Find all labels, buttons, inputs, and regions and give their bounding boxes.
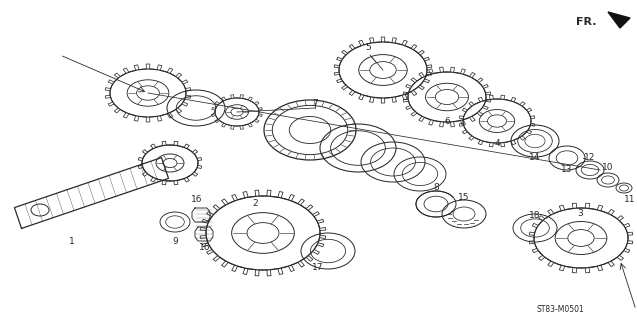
Text: 18: 18 <box>529 211 541 220</box>
Text: 9: 9 <box>172 237 178 246</box>
Text: 17: 17 <box>312 263 324 273</box>
Text: 16: 16 <box>199 244 211 252</box>
Text: 10: 10 <box>602 164 614 172</box>
Text: 5: 5 <box>365 43 371 52</box>
Text: 4: 4 <box>494 140 500 148</box>
Text: 2: 2 <box>252 199 258 209</box>
Polygon shape <box>608 12 630 28</box>
Text: 16: 16 <box>191 196 203 204</box>
Text: 14: 14 <box>529 154 541 163</box>
Text: 3: 3 <box>577 209 583 218</box>
Text: ST83-M0501: ST83-M0501 <box>536 306 584 315</box>
Text: 6: 6 <box>444 117 450 126</box>
Text: 11: 11 <box>624 196 636 204</box>
Text: 13: 13 <box>561 165 573 174</box>
Text: 12: 12 <box>584 154 596 163</box>
Text: 1: 1 <box>69 237 75 246</box>
Text: FR.: FR. <box>576 17 596 27</box>
Text: 7: 7 <box>312 99 318 108</box>
Text: 15: 15 <box>458 194 469 203</box>
Text: 8: 8 <box>433 183 439 193</box>
